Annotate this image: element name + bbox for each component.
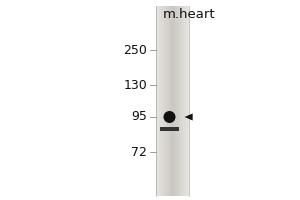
Bar [181, 6, 182, 196]
Bar [165, 6, 166, 196]
Text: 72: 72 [131, 146, 147, 158]
Bar [164, 6, 165, 196]
Bar [157, 6, 158, 196]
Polygon shape [184, 113, 193, 121]
Bar [176, 6, 177, 196]
Bar [158, 6, 159, 196]
Bar [177, 6, 178, 196]
Bar [187, 6, 188, 196]
Bar [160, 127, 178, 131]
Bar [159, 6, 160, 196]
Bar [156, 6, 157, 196]
Bar [179, 6, 180, 196]
Text: 95: 95 [131, 110, 147, 123]
Bar [162, 6, 163, 196]
Bar [169, 6, 170, 196]
Bar [186, 6, 187, 196]
Bar [188, 6, 189, 196]
Bar [171, 6, 172, 196]
Bar [161, 6, 162, 196]
Bar [184, 6, 185, 196]
Text: 250: 250 [123, 44, 147, 56]
Bar [160, 6, 161, 196]
Bar [180, 6, 181, 196]
Bar [178, 6, 179, 196]
Bar [172, 6, 173, 196]
Ellipse shape [164, 111, 175, 123]
Bar [185, 6, 186, 196]
Bar [174, 6, 175, 196]
Bar [183, 6, 184, 196]
Bar [168, 6, 169, 196]
Bar [163, 6, 164, 196]
Text: m.heart: m.heart [163, 7, 215, 21]
Bar [175, 6, 176, 196]
Text: 130: 130 [123, 79, 147, 92]
Bar [173, 6, 174, 196]
Bar [182, 6, 183, 196]
Bar [170, 6, 171, 196]
Bar [167, 6, 168, 196]
